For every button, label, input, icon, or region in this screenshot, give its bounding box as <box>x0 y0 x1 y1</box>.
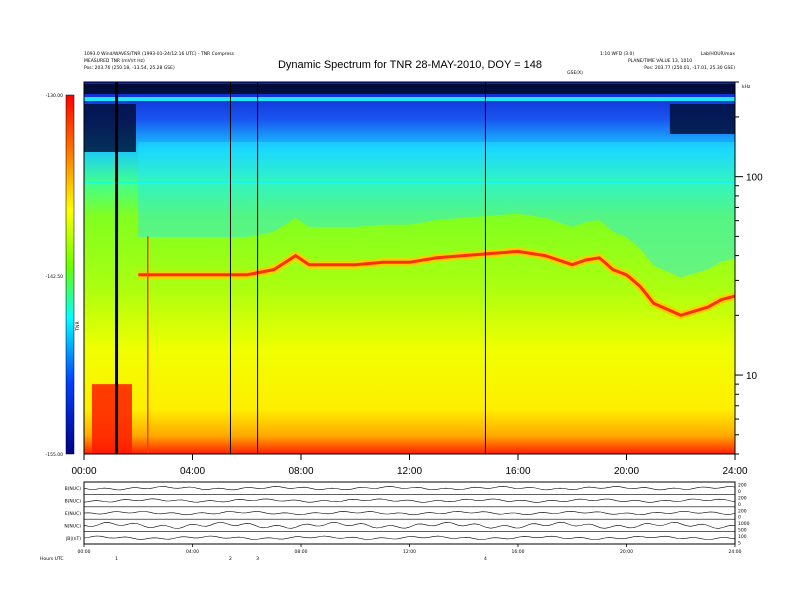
dark-block-right <box>669 104 735 134</box>
spectrogram-features <box>84 82 735 454</box>
panel-x-tick-label-6: 24:00 <box>729 549 742 555</box>
panel-x-tick-label-4: 16:00 <box>512 549 525 555</box>
panel-label-0: B(NUC) <box>65 486 82 492</box>
dark-band-top <box>84 84 735 94</box>
panel-x-tick-label-3: 12:00 <box>403 549 416 555</box>
panel-trace-2 <box>83 510 736 516</box>
spectrogram-background <box>84 82 735 454</box>
colorbar-label: TNR <box>75 321 81 331</box>
panel-x-tick-label-1: 04:00 <box>186 549 199 555</box>
colorbar <box>65 94 75 455</box>
panel-x-tick-label-5: 20:00 <box>620 549 633 555</box>
header-left-line3: Pos: 203.76 (250.18, -13.54, 25.28 GSE) <box>84 65 175 71</box>
panel-right-tick-2: 200 <box>738 495 747 501</box>
upper-cyan-region <box>138 142 735 278</box>
y-tick-label-0: 100 <box>746 173 763 184</box>
x-tick-label-4: 16:00 <box>505 466 530 477</box>
x-tick-label-0: 00:00 <box>71 466 96 477</box>
panel-trace-4 <box>83 535 736 540</box>
cyan-stripe <box>84 97 735 101</box>
x-axis: 00:00 04:00 08:00 12:00 16:00 20:00 24:00 <box>71 454 748 477</box>
y-tick-label-1: 10 <box>746 371 758 382</box>
low-freq-burst <box>92 384 132 454</box>
panel-trace-0 <box>83 486 736 491</box>
dark-block-left <box>84 104 136 152</box>
header-center-right: 1:10 WFD (3.0) <box>600 51 634 57</box>
x-tick-label-2: 08:00 <box>288 466 313 477</box>
panel-right-tick-0: 200 <box>738 483 747 489</box>
panel-trace-3 <box>83 521 736 529</box>
panel-footer-mark-1: 2 <box>229 556 232 562</box>
plasma-line <box>138 249 735 317</box>
panel-label-2: E(NUC) <box>65 511 81 517</box>
panel-x-tick-label-0: 00:00 <box>78 549 91 555</box>
panel-right-tick-8: 100 <box>738 534 747 540</box>
chart-title: Dynamic Spectrum for TNR 28-MAY-2010, DO… <box>278 59 542 71</box>
panel-label-1: B(NUC) <box>65 499 82 505</box>
panel-right-tick-1: 0 <box>738 489 741 495</box>
panel-right-tick-3: 0 <box>738 502 741 508</box>
panel-footer-mark-3: 4 <box>484 556 487 562</box>
panel-label-4: |B|(nT) <box>66 536 81 542</box>
burst-spike <box>147 236 149 454</box>
colorbar-tick-mid: -142.50 <box>46 274 64 280</box>
header-right-line2: PLANE/TIME VALUE 13, 1010 <box>628 58 692 64</box>
spectrogram <box>84 82 735 454</box>
x-tick-label-6: 24:00 <box>722 466 747 477</box>
lower-panel-frame <box>83 481 736 545</box>
panel-footer-left: Hours UTC <box>40 556 64 562</box>
panel-right-tick-6: 1000 <box>738 521 750 527</box>
sub-label: GSE(X) <box>567 70 583 76</box>
colorbar-tick-top: -130.00 <box>46 93 64 99</box>
cyan-line <box>84 181 735 184</box>
panel-right-tick-5: 0 <box>738 515 741 521</box>
lower-panels: B(NUC)B(NUC)E(NUC)N(NUC)|B|(nT)200020002… <box>40 481 750 562</box>
panel-right-tick-4: 200 <box>738 508 747 514</box>
x-tick-label-3: 12:00 <box>397 466 422 477</box>
panel-right-tick-9: 5 <box>738 541 741 547</box>
x-tick-label-1: 04:00 <box>180 466 205 477</box>
y-axis-right: 100 10 <box>735 81 763 455</box>
colorbar-tick-bottom: -155.00 <box>46 452 64 458</box>
header-left-line2: MEASURED TNR (mV/rt Hz) <box>84 58 145 64</box>
header-left-line1: 1093.0 Wind/WAVES/TNR (1993-01-24/12:16 … <box>84 51 235 57</box>
panel-footer-mark-2: 3 <box>256 556 259 562</box>
panel-label-3: N(NUC) <box>64 523 81 529</box>
header-right-line3: Pos: 203.77 (250.01, -17.01, 25.30 GSE) <box>644 65 735 71</box>
freq-unit-label: kHz <box>742 84 751 90</box>
x-tick-label-5: 20:00 <box>614 466 639 477</box>
panel-footer-mark-0: 1 <box>115 556 118 562</box>
panel-trace-1 <box>83 498 736 503</box>
header-right-line1: Lab/HOUR/max <box>701 51 736 57</box>
panel-right-tick-7: 500 <box>738 528 747 534</box>
panel-x-tick-label-2: 08:00 <box>295 549 308 555</box>
